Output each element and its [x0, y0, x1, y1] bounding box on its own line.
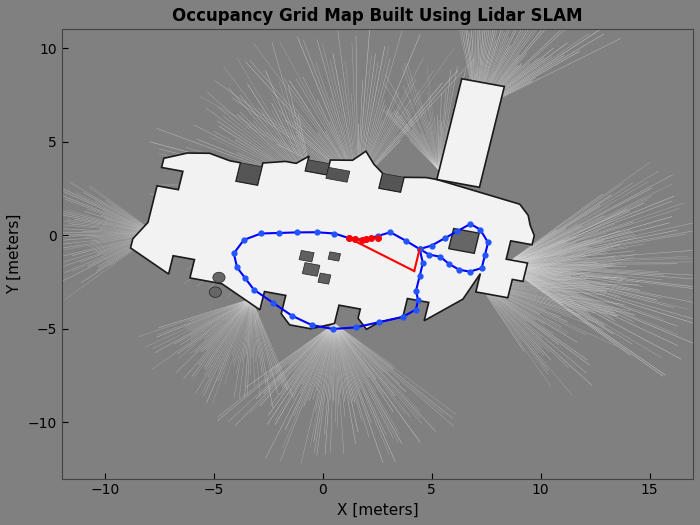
Circle shape — [213, 272, 225, 283]
Polygon shape — [326, 167, 350, 182]
Polygon shape — [318, 273, 331, 284]
Polygon shape — [236, 163, 262, 185]
Y-axis label: Y [meters]: Y [meters] — [7, 214, 22, 294]
Polygon shape — [305, 160, 330, 175]
Polygon shape — [299, 250, 314, 262]
Polygon shape — [130, 151, 534, 329]
Polygon shape — [437, 79, 504, 187]
Polygon shape — [328, 252, 341, 261]
Circle shape — [209, 287, 221, 297]
Polygon shape — [302, 262, 320, 276]
Polygon shape — [379, 173, 404, 192]
Polygon shape — [449, 228, 480, 254]
X-axis label: X [meters]: X [meters] — [337, 503, 418, 518]
Title: Occupancy Grid Map Built Using Lidar SLAM: Occupancy Grid Map Built Using Lidar SLA… — [172, 7, 582, 25]
